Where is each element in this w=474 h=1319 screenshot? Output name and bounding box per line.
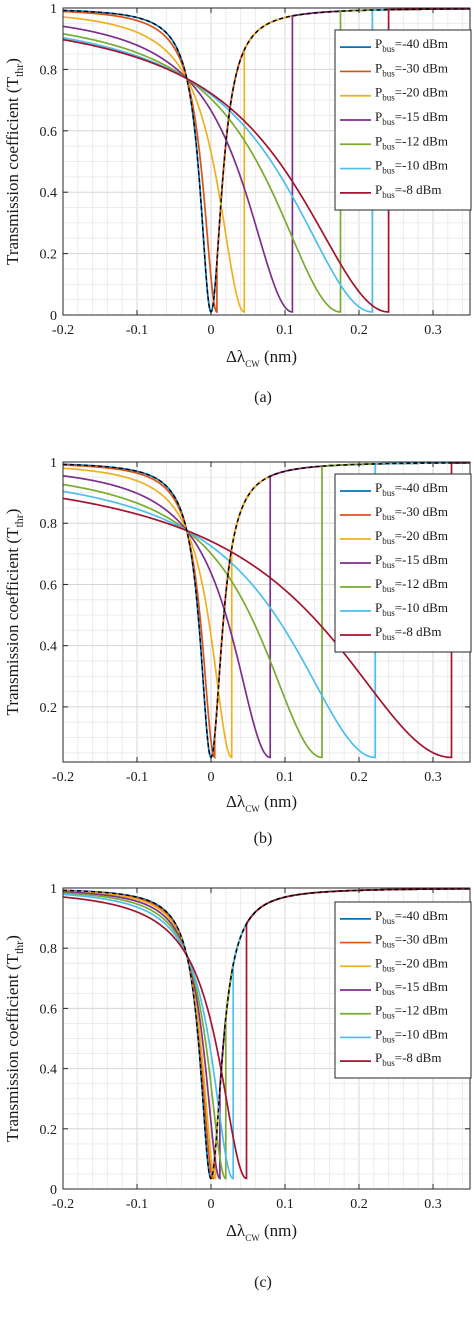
legend-entry-label: Pbus=-20 dBm (375, 85, 448, 103)
x-tick-label: -0.1 (126, 770, 148, 785)
y-tick-label: 0.4 (40, 186, 58, 201)
y-tick-label: 0.6 (40, 125, 58, 140)
legend-entry-label: Pbus=-20 dBm (375, 528, 448, 546)
x-tick-label: -0.2 (52, 323, 74, 338)
legend-entry-label: Pbus=-10 dBm (375, 1026, 448, 1044)
legend-entry-label: Pbus=-30 dBm (375, 932, 448, 950)
legend-entry-label: Pbus=-15 dBm (375, 979, 448, 997)
y-tick-label: 1 (50, 2, 57, 17)
legend-entry-label: Pbus=-40 dBm (375, 908, 448, 926)
chart-panel-b: -0.2 -0.1 0 0.1 0.2 0.3 0.2 0.4 0.6 0.8 1 ΔλCW (nm)… (0, 432, 474, 869)
y-tick-label: 0.8 (40, 942, 58, 957)
x-tick-label: 0.3 (424, 1197, 442, 1212)
legend: Pbus=-40 dBm Pbus=-30 dBm Pbus=-20 dBm Pbus… (334, 901, 472, 1079)
legend-entry-label: Pbus=-30 dBm (375, 504, 448, 522)
y-tick-label: 1 (50, 882, 57, 897)
x-axis-label: ΔλCW (nm) (226, 792, 297, 814)
legend-entry-label: Pbus=-15 dBm (375, 109, 448, 127)
y-ticks: 0.2 0.4 0.6 0.8 1 (40, 456, 470, 716)
x-tick-label: -0.2 (52, 770, 74, 785)
chart-c: -0.2 -0.1 0 0.1 0.2 0.3 0 0.2 0.4 0.6 0.8 1 ΔλCW (nm… (3, 882, 472, 1291)
legend-entry-label: Pbus=-12 dBm (375, 576, 448, 594)
x-ticks: -0.2 -0.1 0 0.1 0.2 0.3 (52, 462, 442, 785)
y-axis-label: Transmission coefficient (Tthr) (3, 935, 26, 1142)
x-tick-label: 0.2 (350, 323, 368, 338)
legend-entry-label: Pbus=-15 dBm (375, 552, 448, 570)
x-tick-label: -0.1 (126, 323, 148, 338)
x-tick-label: -0.2 (52, 1197, 74, 1212)
figure-caption: (b) (254, 830, 273, 847)
legend-entry-label: Pbus=-8 dBm (375, 182, 441, 200)
y-tick-label: 0.8 (40, 63, 58, 78)
y-tick-label: 0 (50, 1183, 57, 1198)
legend: Pbus=-40 dBm Pbus=-30 dBm Pbus=-20 dBm Pbus… (334, 473, 472, 653)
y-ticks: 0 0.2 0.4 0.6 0.8 1 (40, 2, 470, 324)
x-tick-label: -0.1 (126, 1197, 148, 1212)
figure-caption: (a) (254, 389, 272, 406)
y-tick-label: 0.6 (40, 578, 58, 593)
series-group (63, 888, 470, 1180)
reference-dashed-line (63, 462, 470, 759)
series-line-8-dBm (63, 8, 470, 313)
reference-dashed-line (63, 8, 470, 313)
x-ticks: -0.2 -0.1 0 0.1 0.2 0.3 (52, 888, 442, 1212)
chart-a: -0.2 -0.1 0 0.1 0.2 0.3 0 0.2 0.4 0.6 0.8 1 ΔλCW (nm… (3, 2, 472, 406)
legend-entry-label: Pbus=-40 dBm (375, 36, 448, 54)
chart-panel-a: -0.2 -0.1 0 0.1 0.2 0.3 0 0.2 0.4 0.6 0.8 1 ΔλCW (nm… (0, 0, 474, 432)
y-tick-label: 0 (50, 309, 57, 324)
y-tick-label: 0.4 (40, 1063, 58, 1078)
figure-caption: (c) (254, 1274, 272, 1291)
reference-dashed-line (63, 888, 470, 1180)
series-group (63, 8, 470, 314)
y-tick-label: 0.6 (40, 1002, 58, 1017)
legend-entry-label: Pbus=-30 dBm (375, 60, 448, 78)
legend-entry-label: Pbus=-10 dBm (375, 600, 448, 618)
legend-entry-label: Pbus=-40 dBm (375, 480, 448, 498)
legend: Pbus=-40 dBm Pbus=-30 dBm Pbus=-20 dBm Pbus… (334, 29, 472, 211)
y-tick-label: 0.2 (40, 248, 58, 263)
x-tick-label: 0 (208, 323, 215, 338)
chart-panel-c: -0.2 -0.1 0 0.1 0.2 0.3 0 0.2 0.4 0.6 0.8 1 ΔλCW (nm… (0, 869, 474, 1319)
y-tick-label: 0.2 (40, 1123, 58, 1138)
x-tick-label: 0.1 (276, 770, 294, 785)
y-ticks: 0 0.2 0.4 0.6 0.8 1 (40, 882, 470, 1198)
y-tick-label: 0.8 (40, 517, 58, 532)
x-tick-label: 0.1 (276, 1197, 294, 1212)
y-tick-label: 0.4 (40, 640, 58, 655)
y-axis-label: Transmission coefficient (Tthr) (3, 58, 26, 265)
x-tick-label: 0.1 (276, 323, 294, 338)
legend-entry-label: Pbus=-10 dBm (375, 158, 448, 176)
x-tick-label: 0 (208, 1197, 215, 1212)
y-axis-label: Transmission coefficient (Tthr) (3, 509, 26, 716)
legend-entry-label: Pbus=-12 dBm (375, 133, 448, 151)
x-tick-label: 0.2 (350, 1197, 368, 1212)
x-axis-label: ΔλCW (nm) (226, 1221, 297, 1243)
x-tick-label: 0.3 (424, 323, 442, 338)
x-tick-label: 0.3 (424, 770, 442, 785)
y-tick-label: 1 (50, 456, 57, 471)
x-axis-label: ΔλCW (nm) (226, 347, 297, 369)
series-line-8-dBm (63, 462, 470, 759)
legend-entry-label: Pbus=-20 dBm (375, 955, 448, 973)
x-ticks: -0.2 -0.1 0 0.1 0.2 0.3 (52, 8, 442, 338)
legend-entry-label: Pbus=-8 dBm (375, 624, 441, 642)
x-tick-label: 0 (208, 770, 215, 785)
legend-entry-label: Pbus=-8 dBm (375, 1050, 441, 1068)
chart-b: -0.2 -0.1 0 0.1 0.2 0.3 0.2 0.4 0.6 0.8 1 ΔλCW (nm)… (3, 456, 472, 847)
series-group (63, 462, 470, 759)
x-tick-label: 0.2 (350, 770, 368, 785)
legend-entry-label: Pbus=-12 dBm (375, 1003, 448, 1021)
y-tick-label: 0.2 (40, 701, 58, 716)
